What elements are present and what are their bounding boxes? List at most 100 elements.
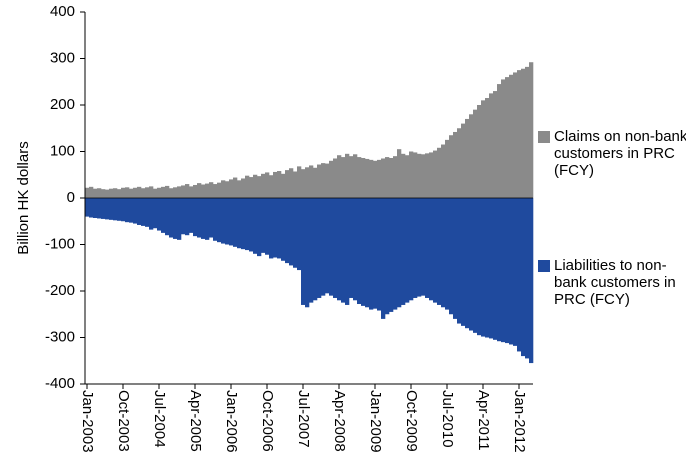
bar — [97, 188, 102, 198]
bar — [505, 77, 510, 198]
bar — [225, 181, 230, 198]
bar — [393, 156, 398, 198]
bar — [501, 79, 506, 198]
bar — [197, 183, 202, 198]
bar — [365, 198, 370, 308]
bar — [129, 198, 134, 223]
bar — [177, 198, 182, 240]
bar — [353, 154, 358, 198]
y-tick-label: -200 — [45, 282, 75, 299]
x-tick-label: Apr-2011 — [475, 390, 492, 451]
bar — [229, 179, 234, 198]
bar — [453, 131, 458, 198]
bar — [141, 198, 146, 226]
bar — [129, 188, 134, 198]
bar — [165, 198, 170, 236]
bar — [445, 198, 450, 310]
bar — [513, 198, 518, 346]
bar — [513, 72, 518, 198]
bar — [281, 198, 286, 261]
bar — [257, 198, 262, 257]
bar — [345, 153, 350, 198]
bar — [397, 149, 402, 198]
bar — [85, 198, 90, 217]
bar — [197, 198, 202, 238]
bar — [229, 198, 234, 246]
bar — [345, 198, 350, 305]
bar — [277, 171, 282, 198]
bar — [401, 198, 406, 305]
bar — [133, 198, 138, 224]
bar — [93, 198, 98, 218]
bar — [293, 198, 298, 268]
bar — [165, 185, 170, 198]
bar — [153, 188, 158, 198]
bar — [397, 198, 402, 308]
y-tick-label: 100 — [50, 142, 75, 159]
bar — [281, 173, 286, 198]
bar — [253, 174, 258, 198]
bar — [241, 178, 246, 198]
legend-item: Claims on non-bank customers in PRC (FCY… — [538, 128, 686, 179]
bar — [385, 157, 390, 198]
legend-swatch — [538, 260, 550, 272]
bar — [525, 198, 530, 359]
bar — [505, 198, 510, 344]
bar — [425, 198, 430, 298]
x-tick-label: Jan-2006 — [223, 390, 240, 453]
legend-swatch — [538, 131, 550, 143]
bar — [233, 177, 238, 198]
bar — [221, 198, 226, 244]
bar — [457, 128, 462, 198]
bar — [321, 198, 326, 296]
bar — [325, 163, 330, 198]
bar — [269, 198, 274, 259]
bar — [373, 198, 378, 309]
bar — [301, 198, 306, 305]
bar — [253, 198, 258, 254]
bar — [521, 68, 526, 198]
bar — [321, 163, 326, 198]
bar — [217, 182, 222, 198]
bar — [261, 173, 266, 198]
bar — [473, 109, 478, 198]
bar — [381, 198, 386, 319]
bar — [401, 153, 406, 198]
bar — [457, 198, 462, 324]
bar — [105, 198, 110, 220]
bar — [409, 198, 414, 301]
bar — [225, 198, 230, 245]
bar — [209, 182, 214, 198]
bar — [109, 188, 114, 198]
bar — [117, 198, 122, 221]
bar — [213, 184, 218, 198]
bar — [285, 198, 290, 264]
x-tick-label: Jan-2012 — [511, 390, 528, 453]
bar — [489, 198, 494, 339]
bar — [369, 198, 374, 310]
bar — [169, 188, 174, 198]
bar — [377, 159, 382, 198]
x-tick-label: Apr-2008 — [331, 390, 348, 452]
bar — [337, 198, 342, 301]
bar — [241, 198, 246, 250]
bar — [121, 187, 126, 198]
bar — [465, 118, 470, 198]
bar — [269, 175, 274, 198]
bar — [245, 198, 250, 251]
bar — [497, 84, 502, 198]
bar — [189, 198, 194, 233]
x-tick-label: Jul-2007 — [295, 390, 312, 448]
x-tick-label: Jan-2009 — [367, 390, 384, 453]
bar — [525, 66, 530, 199]
bar — [469, 198, 474, 331]
bar — [113, 188, 118, 198]
bar — [85, 187, 90, 198]
bar — [309, 165, 314, 198]
bar — [117, 189, 122, 198]
legend-label: Liabilities to non-bank customers in PRC… — [554, 257, 676, 308]
bar — [341, 157, 346, 198]
bar — [317, 198, 322, 298]
bar — [429, 152, 434, 198]
bar — [313, 167, 318, 198]
